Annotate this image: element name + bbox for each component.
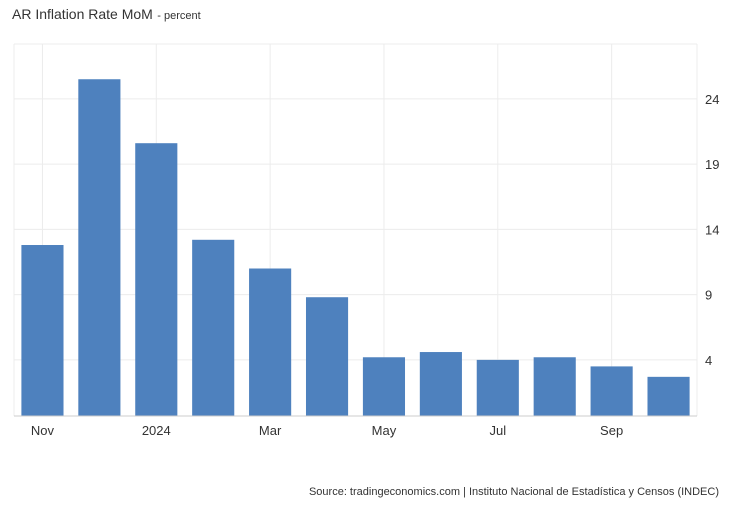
bar-jun	[419, 352, 462, 416]
y-tick-label: 24	[705, 92, 719, 107]
x-tick-label: Mar	[259, 423, 282, 438]
bar-dec	[78, 79, 121, 417]
x-tick-label: Jul	[489, 423, 506, 438]
y-tick-label: 14	[705, 222, 719, 237]
x-tick-label: Sep	[600, 423, 623, 438]
chart-header: AR Inflation Rate MoM - percent	[12, 6, 201, 24]
bar-apr	[305, 297, 349, 416]
axis-layer: 4 9 14 19 24 Nov 2024 Mar May Jul Sep	[14, 92, 719, 438]
x-tick-label: Nov	[31, 423, 55, 438]
bar-2024	[135, 143, 178, 416]
bars-layer	[21, 79, 690, 417]
bar-aug	[533, 357, 576, 416]
bar-nov	[21, 245, 64, 416]
bar-oct	[647, 376, 690, 416]
chart-title: AR Inflation Rate MoM	[12, 6, 153, 22]
bar-sep	[590, 366, 633, 416]
chart-subtitle: - percent	[157, 10, 201, 22]
bar-mar	[249, 268, 292, 416]
bar-feb	[192, 239, 235, 416]
x-tick-label: 2024	[142, 423, 171, 438]
y-tick-label: 9	[705, 288, 712, 303]
x-tick-label: May	[372, 423, 397, 438]
y-tick-label: 19	[705, 157, 719, 172]
bar-jul	[476, 359, 519, 416]
y-tick-label: 4	[705, 353, 712, 368]
bar-may	[362, 357, 406, 416]
source-attribution: Source: tradingeconomics.com | Instituto…	[308, 486, 719, 498]
